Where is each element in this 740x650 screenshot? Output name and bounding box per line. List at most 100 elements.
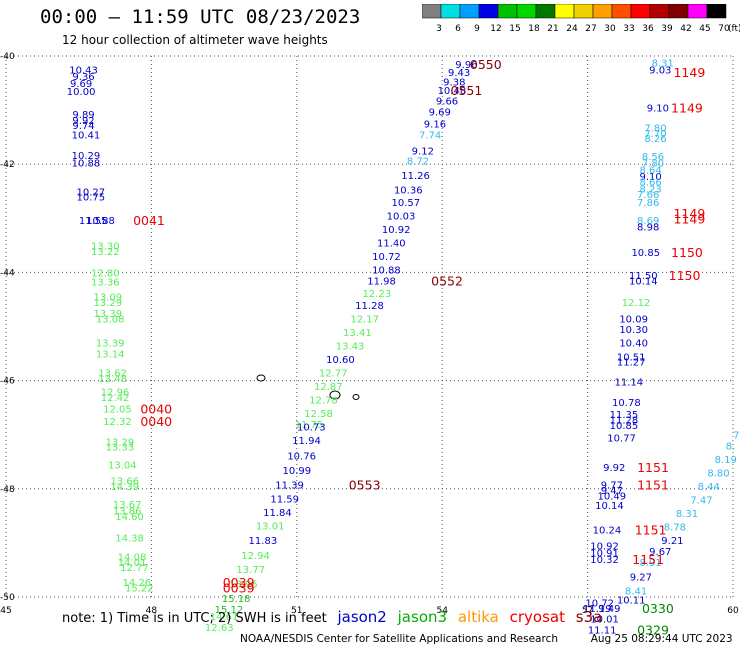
swh-value: 7.66 <box>637 190 659 201</box>
swh-value: 10.85 <box>610 421 639 432</box>
swh-value: 10.43 <box>69 66 98 77</box>
swh-value: 10.88 <box>72 159 101 170</box>
legend-unit: (ft) <box>728 24 740 34</box>
swh-value: 11.59 <box>270 495 299 506</box>
y-tick-label: -50 <box>0 593 15 603</box>
swh-value: 11.55 <box>79 216 108 227</box>
swh-value: 11.28 <box>355 301 384 312</box>
swh-value: 10.00 <box>67 87 96 98</box>
pass-time-label: 1150 <box>671 245 703 260</box>
swh-value: 11.94 <box>292 436 321 447</box>
swh-value: 12.96 <box>101 387 130 398</box>
swh-value: 9.38 <box>443 77 465 88</box>
y-tick-label: -46 <box>0 377 15 387</box>
swh-value: 9.47 <box>601 486 623 497</box>
swh-value: 8.23 <box>639 185 661 196</box>
page-subtitle: 12 hour collection of altimeter wave hei… <box>62 33 328 47</box>
swh-value: 13.30 <box>91 241 120 252</box>
swh-value: 8.69 <box>637 216 659 227</box>
swh-value: 7.80 <box>644 123 666 134</box>
swh-value: 11.75 <box>295 420 324 431</box>
swh-value: 10.88 <box>86 216 115 227</box>
note-text: note: 1) Time is in UTC; 2) SWH is in fe… <box>62 611 327 626</box>
x-tick-label: 60 <box>727 606 739 616</box>
swh-value: 9.43 <box>448 68 470 79</box>
swh-value: 12.32 <box>103 417 132 428</box>
swh-value: 15.18 <box>222 594 251 605</box>
pass-time-label: 1149 <box>671 100 703 115</box>
swh-value: 10.41 <box>72 130 101 141</box>
y-tick-label: -42 <box>0 160 15 170</box>
swh-value: 10.01 <box>590 615 619 626</box>
swh-value: 13.77 <box>236 565 265 576</box>
swh-value: 10.29 <box>72 151 101 162</box>
y-tick-label: -44 <box>0 268 15 278</box>
swh-value: 10.72 <box>585 598 614 609</box>
swh-value: 13.67 <box>113 500 142 511</box>
islands <box>256 374 360 400</box>
swh-value: 11.27 <box>617 358 646 369</box>
swh-value: 11.83 <box>249 536 278 547</box>
swh-value: 11.39 <box>275 480 304 491</box>
pass-time-label: 1150 <box>669 268 701 283</box>
legend-bin-label: 45 <box>699 24 710 34</box>
swh-value: 9.36 <box>72 72 94 83</box>
swh-value: 10.91 <box>590 549 619 560</box>
page-title: 00:00 – 11:59 UTC 08/23/2023 <box>40 6 361 28</box>
swh-value: 10.75 <box>76 193 105 204</box>
swh-value: 12.23 <box>362 289 391 300</box>
legend-bin-label: 24 <box>566 24 578 34</box>
swh-value: 10.85 <box>631 248 660 259</box>
swh-value: 8. <box>726 442 736 453</box>
legend-bin-label: 21 <box>547 24 558 34</box>
swh-value: 10.40 <box>619 339 648 350</box>
pass-time-label: 1149 <box>673 65 705 80</box>
pass-time-label: 0551 <box>451 83 483 98</box>
swh-value: 8.91 <box>639 558 661 569</box>
pass-time-label: 0550 <box>470 57 502 72</box>
swh-value: 9.96 <box>455 60 477 71</box>
swh-value: 12.63 <box>205 623 234 634</box>
swh-value: 13.39 <box>93 309 122 320</box>
pass-time-label: 0039 <box>223 580 255 595</box>
swh-value: 13.86 <box>113 506 142 517</box>
swh-value: 13.29 <box>93 298 122 309</box>
swh-value: 8.56 <box>642 152 664 163</box>
swh-value: 13.48 <box>98 374 127 385</box>
swh-value: 10.57 <box>392 198 421 209</box>
swh-value: 10.32 <box>590 555 619 566</box>
island-outline <box>256 374 266 382</box>
swh-value: 14.38 <box>115 533 144 544</box>
swh-value: 14.39 <box>110 482 139 493</box>
pass-time-label: 0329 <box>637 622 669 637</box>
swh-value: 12.05 <box>103 405 132 416</box>
swh-value: 8.78 <box>664 523 686 534</box>
swh-value: 10.24 <box>593 525 622 536</box>
swh-value: 7.70 <box>644 129 666 140</box>
swh-value: 8.19 <box>715 455 737 466</box>
swh-value: 14.08 <box>118 552 147 563</box>
pass-time-label: 0040 <box>140 402 172 417</box>
swh-value: 10.60 <box>326 355 355 366</box>
swh-value: 10.27 <box>76 187 105 198</box>
legend-s3a: s3a <box>575 608 603 626</box>
swh-value: 11.11 <box>588 625 617 636</box>
footer-credit: NOAA/NESDIS Center for Satellite Applica… <box>240 633 558 645</box>
swh-value: 10.03 <box>387 212 416 223</box>
swh-value: 8.72 <box>407 156 429 167</box>
swh-value: 7.80 <box>642 159 664 170</box>
swh-value: 12.80 <box>91 268 120 279</box>
swh-value: 11.84 <box>263 508 292 519</box>
swh-value: 10.77 <box>607 433 636 444</box>
swh-value: 8.80 <box>707 469 729 480</box>
swh-value: 10.09 <box>619 314 648 325</box>
legend-bin-label: 42 <box>680 24 691 34</box>
swh-value: 13.33 <box>106 443 135 454</box>
swh-value: 8.41 <box>625 587 647 598</box>
swh-value: 10.76 <box>287 451 316 462</box>
swh-value: 13.14 <box>96 350 125 361</box>
x-tick-label: 57 <box>582 606 593 616</box>
swh-value: 11.35 <box>610 410 639 421</box>
swh-value: 13.29 <box>106 438 135 449</box>
